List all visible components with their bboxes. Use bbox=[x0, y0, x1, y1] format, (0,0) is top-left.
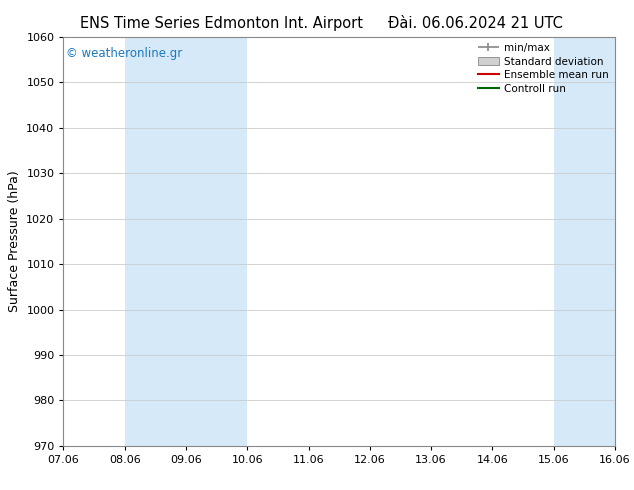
Bar bbox=[585, 37, 615, 446]
Bar bbox=[553, 37, 615, 446]
Text: ENS Time Series Edmonton Int. Airport: ENS Time Series Edmonton Int. Airport bbox=[81, 16, 363, 31]
Text: © weatheronline.gr: © weatheronline.gr bbox=[66, 47, 183, 60]
Legend: min/max, Standard deviation, Ensemble mean run, Controll run: min/max, Standard deviation, Ensemble me… bbox=[475, 40, 612, 97]
Text: Đài. 06.06.2024 21 UTC: Đài. 06.06.2024 21 UTC bbox=[388, 16, 563, 31]
Bar bbox=[125, 37, 247, 446]
Y-axis label: Surface Pressure (hPa): Surface Pressure (hPa) bbox=[8, 171, 21, 312]
